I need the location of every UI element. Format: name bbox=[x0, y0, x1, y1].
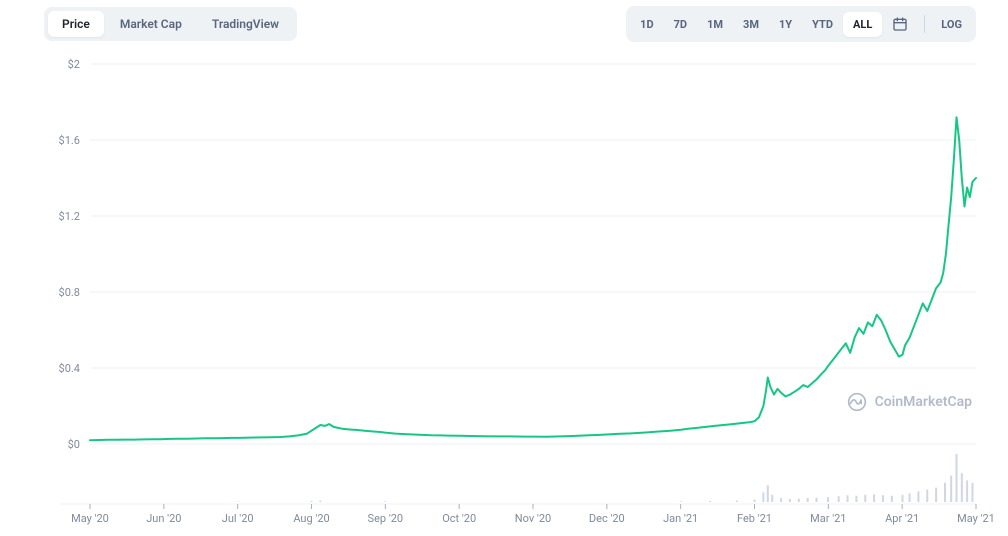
svg-text:Apr '21: Apr '21 bbox=[885, 512, 919, 525]
svg-text:$2: $2 bbox=[68, 58, 80, 71]
chart-toolbar: Price Market Cap TradingView 1D 7D 1M 3M… bbox=[0, 0, 1008, 42]
svg-text:Jul '20: Jul '20 bbox=[222, 512, 254, 525]
calendar-icon[interactable] bbox=[882, 10, 918, 38]
chart-tabs: Price Market Cap TradingView bbox=[44, 7, 297, 41]
chart-area: $0 $0.4 $0.8 $1.2 $1.6 $2 May '20 Jun '20 Jul '2… bbox=[0, 44, 1008, 536]
svg-text:Aug '20: Aug '20 bbox=[293, 512, 329, 525]
svg-text:$0.8: $0.8 bbox=[59, 286, 80, 299]
range-1d[interactable]: 1D bbox=[630, 12, 663, 37]
range-7d[interactable]: 7D bbox=[664, 12, 697, 37]
svg-text:Jan '21: Jan '21 bbox=[663, 512, 698, 525]
tab-market-cap[interactable]: Market Cap bbox=[106, 11, 196, 37]
coinmarketcap-logo-icon bbox=[847, 392, 867, 412]
watermark: CoinMarketCap bbox=[847, 392, 972, 412]
range-all[interactable]: ALL bbox=[843, 12, 882, 37]
svg-text:Sep '20: Sep '20 bbox=[368, 512, 404, 525]
svg-text:$0: $0 bbox=[68, 438, 80, 451]
svg-text:May '20: May '20 bbox=[71, 512, 109, 525]
tab-price[interactable]: Price bbox=[48, 11, 104, 37]
svg-text:Feb '21: Feb '21 bbox=[737, 512, 772, 525]
tab-tradingview[interactable]: TradingView bbox=[198, 11, 293, 37]
scale-log-button[interactable]: LOG bbox=[931, 12, 972, 37]
price-chart[interactable]: $0 $0.4 $0.8 $1.2 $1.6 $2 May '20 Jun '20 Jul '2… bbox=[0, 44, 1008, 536]
watermark-text: CoinMarketCap bbox=[875, 394, 972, 410]
range-1m[interactable]: 1M bbox=[697, 12, 733, 37]
svg-text:Mar '21: Mar '21 bbox=[810, 512, 846, 525]
separator bbox=[924, 15, 925, 33]
svg-text:$1.6: $1.6 bbox=[59, 134, 80, 147]
svg-text:$1.2: $1.2 bbox=[59, 210, 80, 223]
svg-text:Dec '20: Dec '20 bbox=[589, 512, 625, 525]
svg-text:Jun '20: Jun '20 bbox=[146, 512, 181, 525]
range-3m[interactable]: 3M bbox=[733, 12, 769, 37]
range-1y[interactable]: 1Y bbox=[769, 12, 802, 37]
svg-text:May '21: May '21 bbox=[957, 512, 995, 525]
svg-text:$0.4: $0.4 bbox=[59, 362, 80, 375]
svg-text:Nov '20: Nov '20 bbox=[515, 512, 551, 525]
svg-text:Oct '20: Oct '20 bbox=[442, 512, 476, 525]
time-range-group: 1D 7D 1M 3M 1Y YTD ALL LOG bbox=[626, 6, 976, 42]
range-ytd[interactable]: YTD bbox=[802, 12, 843, 37]
